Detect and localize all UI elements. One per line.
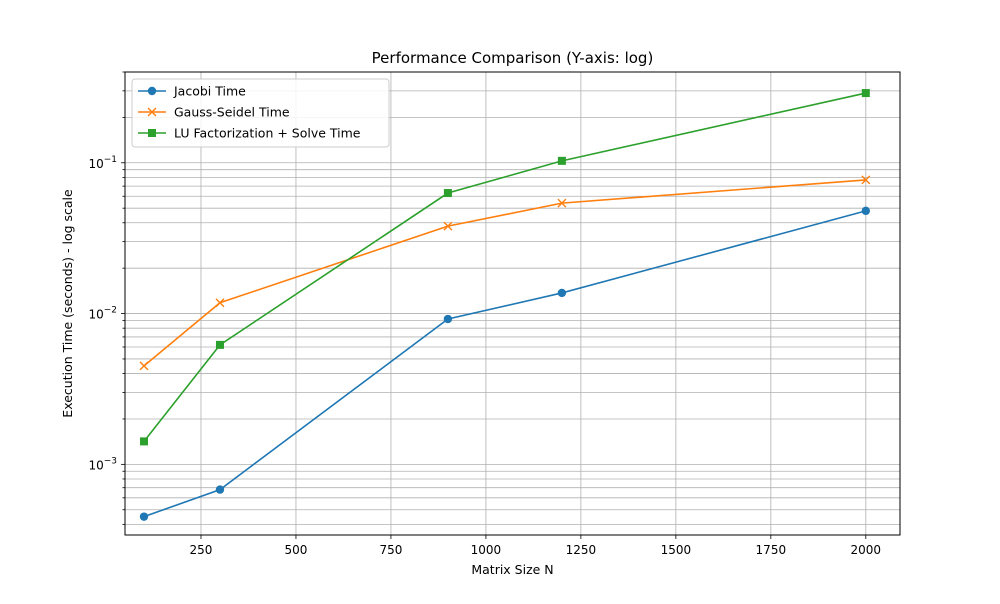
legend: Jacobi Time Gauss-Seidel Time LU Factoriza…	[131, 78, 390, 148]
x-tick-label: 2000	[851, 543, 882, 557]
grid-layer	[125, 71, 900, 535]
data-point-jacobi-time	[443, 314, 453, 324]
data-point-lu-factorization-solve-time	[443, 189, 452, 198]
y-axis-label: Execution Time (seconds) - log scale	[60, 189, 75, 418]
y-tick-label: 10−3	[88, 456, 117, 472]
data-point-jacobi-time	[215, 485, 225, 494]
series-jacobi-time	[139, 206, 871, 521]
y-tick-label: 10−1	[88, 155, 117, 171]
x-tick-label: 1250	[566, 543, 597, 557]
legend-marker	[148, 129, 156, 137]
data-point-gauss-seidel-time	[443, 221, 453, 231]
legend-entry-gauss-seidel-time: Gauss-Seidel Time	[138, 105, 290, 120]
x-tick-label: 1500	[661, 543, 692, 557]
series-gauss-seidel-time	[139, 175, 871, 371]
x-tick-label: 500	[285, 543, 308, 557]
series-line-jacobi-time	[143, 210, 867, 518]
legend-entry-lu-factorization-solve-time: LU Factorization + Solve Time	[138, 126, 361, 141]
data-point-gauss-seidel-time	[861, 175, 871, 185]
data-point-lu-factorization-solve-time	[139, 437, 148, 446]
data-point-jacobi-time	[139, 512, 149, 521]
x-tick-label: 1000	[471, 543, 502, 557]
data-point-lu-factorization-solve-time	[215, 340, 224, 349]
series-layer	[139, 89, 871, 521]
legend-marker	[147, 86, 157, 96]
data-point-lu-factorization-solve-time	[557, 156, 566, 165]
legend-marker	[147, 107, 157, 117]
data-point-gauss-seidel-time	[139, 361, 149, 371]
y-tick-label: 10−2	[88, 306, 117, 322]
x-tick-label: 1750	[756, 543, 787, 557]
plot-frame	[124, 71, 901, 536]
chart-title: Performance Comparison (Y-axis: log)	[372, 49, 654, 67]
data-point-lu-factorization-solve-time	[861, 89, 870, 98]
legend-entry-jacobi-time: Jacobi Time	[138, 84, 246, 99]
x-tick-label: 250	[190, 543, 213, 557]
x-tick-label: 750	[379, 543, 402, 557]
data-point-gauss-seidel-time	[557, 198, 567, 208]
legend-label: Gauss-Seidel Time	[174, 105, 290, 120]
data-point-jacobi-time	[557, 288, 567, 298]
x-axis-label: Matrix Size N	[471, 562, 553, 577]
data-point-jacobi-time	[861, 206, 871, 216]
tick-layer: 250 500 750 1000 1250 1500 1750 2000 10−3 10−2 10−…	[88, 71, 882, 557]
legend-label: Jacobi Time	[173, 84, 246, 99]
legend-label: LU Factorization + Solve Time	[174, 126, 361, 141]
data-point-gauss-seidel-time	[215, 298, 225, 308]
series-lu-factorization-solve-time	[139, 89, 870, 446]
legend-box	[131, 78, 390, 148]
